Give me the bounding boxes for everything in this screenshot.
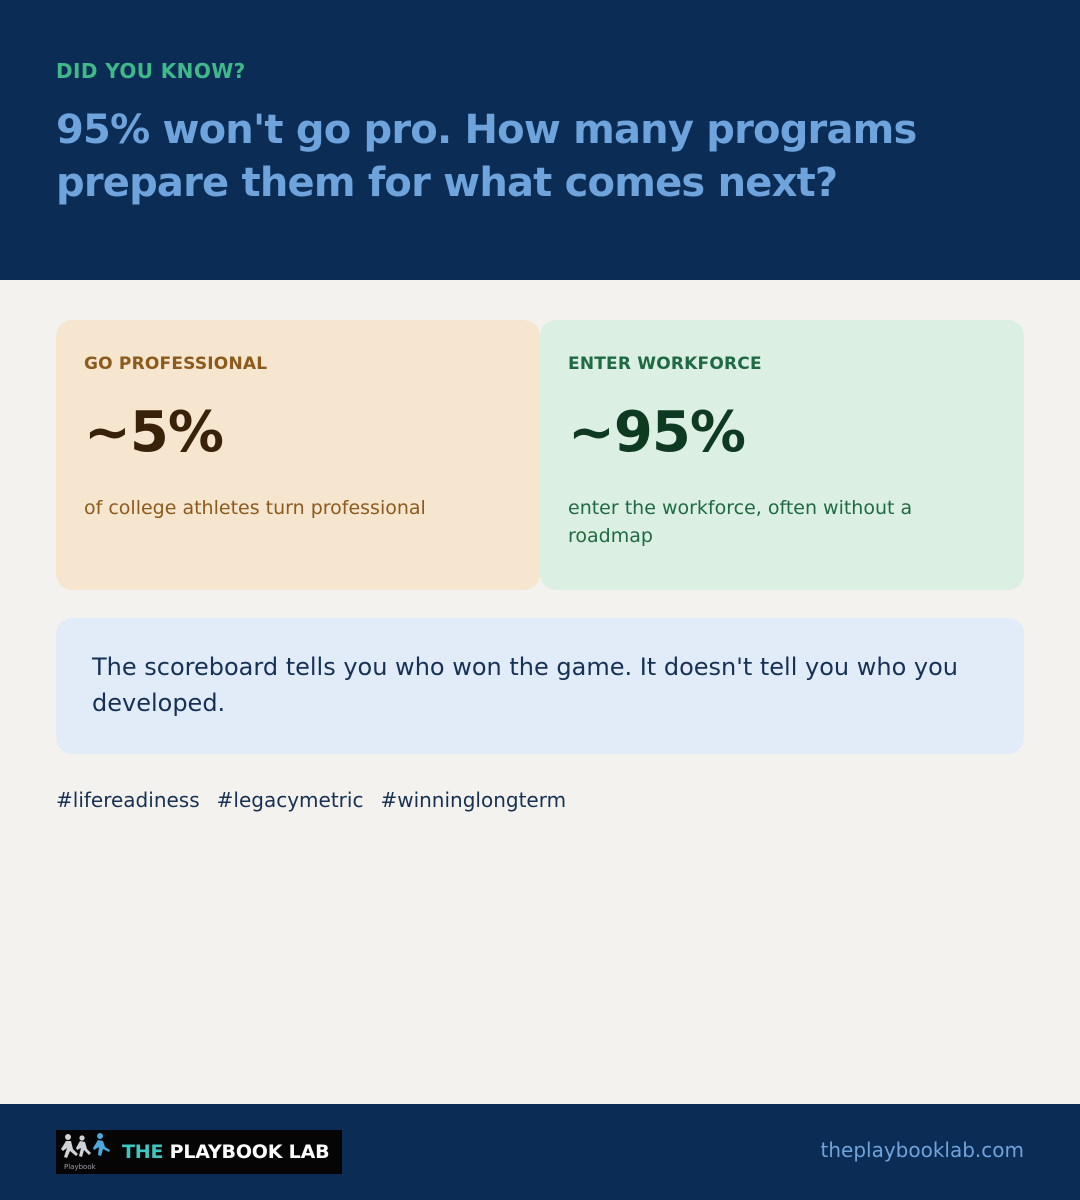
stat-card-value: ~95% — [568, 400, 746, 465]
logo-wordmark: THE PLAYBOOK LAB — [122, 1141, 330, 1163]
logo-wordmark-accent: THE — [122, 1141, 164, 1163]
stat-card-label: GO PROFESSIONAL — [84, 354, 268, 374]
quote-text: The scoreboard tells you who won the gam… — [92, 653, 958, 717]
eyebrow-label: DID YOU KNOW? — [56, 59, 246, 83]
logo-wordmark-main: PLAYBOOK LAB — [163, 1141, 330, 1163]
stat-card-label: ENTER WORKFORCE — [568, 354, 762, 374]
hashtag: #legacymetric — [216, 788, 364, 812]
quote-box: The scoreboard tells you who won the gam… — [56, 618, 1024, 754]
stat-card-description: of college athletes turn professional — [84, 497, 426, 519]
logo-small-text: Playbook — [64, 1163, 96, 1171]
runners-silhouette-icon: Playbook — [56, 1130, 114, 1174]
stat-card-professional: GO PROFESSIONAL ~5% of college athletes … — [56, 320, 540, 590]
stat-card-value: ~5% — [84, 400, 224, 465]
footer-bar: Playbook THE PLAYBOOK LAB theplaybooklab… — [0, 1104, 1080, 1200]
hashtag-list: #lifereadiness #legacymetric #winninglon… — [56, 788, 566, 812]
brand-logo: Playbook THE PLAYBOOK LAB — [56, 1130, 342, 1174]
stat-card-description: enter the workforce, often without a roa… — [568, 497, 913, 547]
stat-card-workforce: ENTER WORKFORCE ~95% enter the workforce… — [540, 320, 1024, 590]
hashtag: #lifereadiness — [56, 788, 200, 812]
website-url: theplaybooklab.com — [820, 1138, 1025, 1162]
hashtag: #winninglongterm — [380, 788, 567, 812]
headline: 95% won't go pro. How many programs prep… — [56, 107, 917, 206]
header-banner: DID YOU KNOW? 95% won't go pro. How many… — [0, 0, 1080, 280]
